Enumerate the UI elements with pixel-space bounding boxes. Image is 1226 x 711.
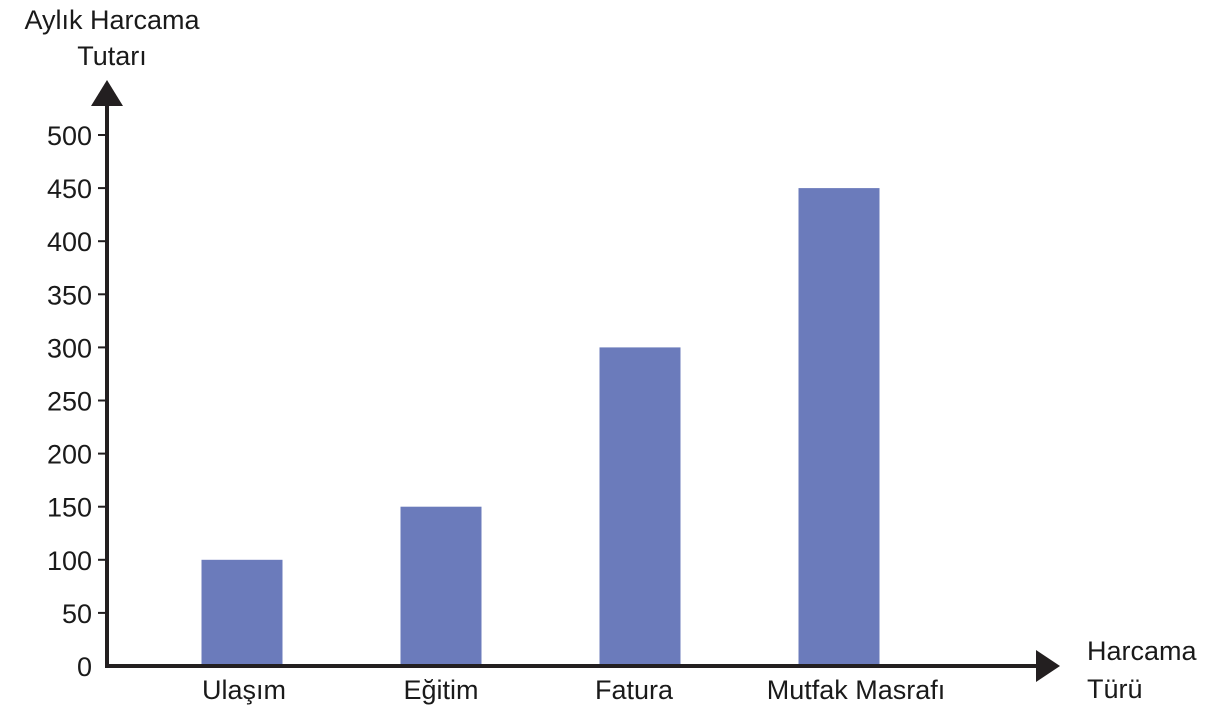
x-category-labels: Ulaşım Eğitim Fatura Mutfak Masrafı — [202, 675, 945, 705]
y-tick-label: 0 — [77, 652, 92, 682]
bar-eğitim — [400, 506, 482, 666]
x-category-label: Eğitim — [403, 675, 478, 705]
x-axis-title-line-1: Harcama — [1087, 636, 1198, 666]
y-tick-label: 400 — [47, 227, 92, 257]
axes-group — [91, 80, 1060, 682]
x-category-label: Mutfak Masrafı — [767, 675, 946, 705]
y-tick-label: 50 — [62, 599, 92, 629]
y-ticks-group: 0 50 100 150 200 250 300 350 400 450 500 — [47, 121, 107, 682]
y-axis-title-line-2: Tutarı — [77, 41, 147, 71]
y-tick-label: 450 — [47, 174, 92, 204]
y-tick-label: 200 — [47, 440, 92, 470]
y-tick-label: 250 — [47, 387, 92, 417]
x-category-label: Fatura — [595, 675, 674, 705]
bar-fatura — [599, 347, 681, 666]
bar-mutfak-masrafı — [798, 188, 880, 666]
y-axis-arrow — [91, 80, 123, 106]
x-category-label: Ulaşım — [202, 675, 286, 705]
y-tick-label: 100 — [47, 546, 92, 576]
x-axis-title-line-2: Türü — [1087, 674, 1143, 704]
bar-ulaşım — [201, 559, 283, 666]
y-tick-label: 500 — [47, 121, 92, 151]
y-tick-label: 350 — [47, 280, 92, 310]
y-tick-label: 150 — [47, 493, 92, 523]
y-axis-title-line-1: Aylık Harcama — [24, 5, 200, 35]
bars-group — [201, 188, 880, 666]
y-tick-label: 300 — [47, 333, 92, 363]
x-axis-arrow — [1036, 650, 1060, 682]
